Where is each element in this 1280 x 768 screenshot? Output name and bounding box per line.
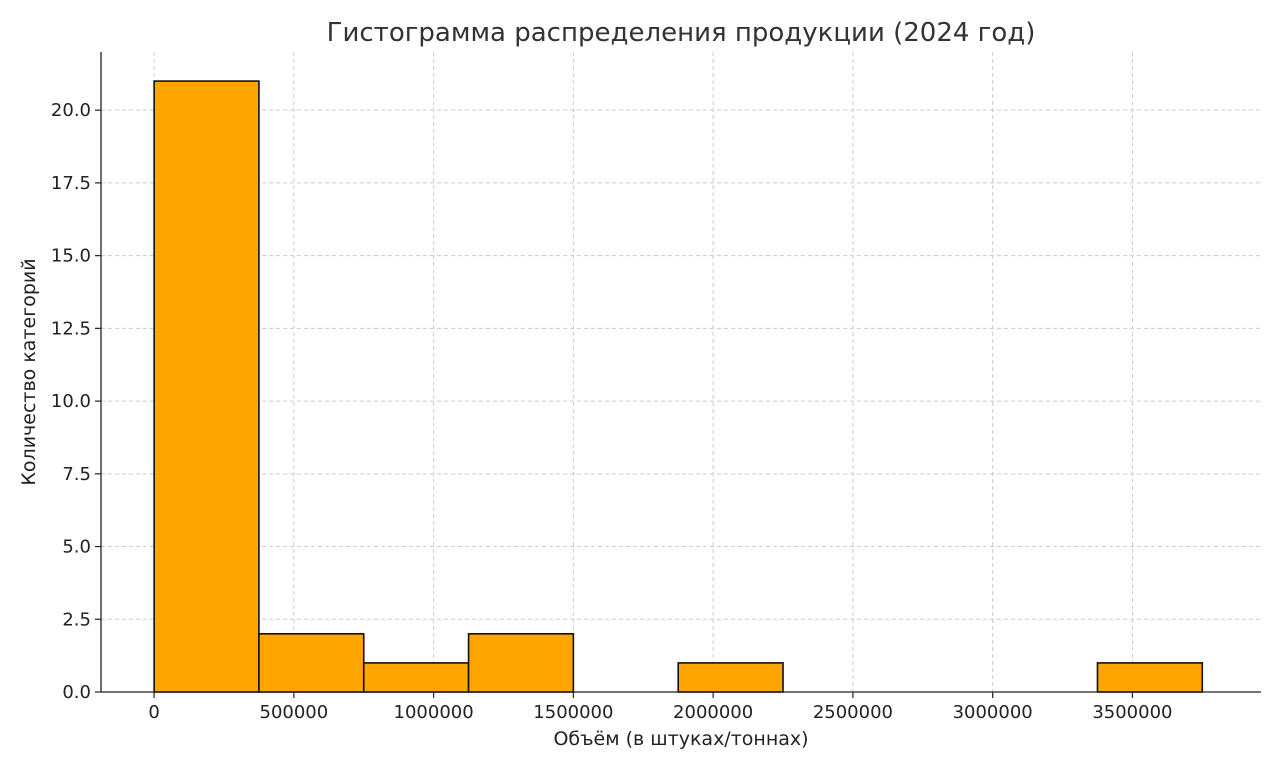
histogram-bar	[1096, 662, 1204, 693]
x-tick-label: 3000000	[953, 702, 1033, 723]
histogram-bar	[362, 662, 470, 693]
bars	[153, 80, 1204, 693]
x-tick-label: 2000000	[673, 702, 753, 723]
chart-title: Гистограмма распределения продукции (202…	[327, 18, 1036, 48]
histogram-bar	[677, 662, 784, 693]
y-tick-label: 2.5	[62, 609, 91, 630]
y-tick-label: 5.0	[62, 537, 91, 558]
y-axis-label: Количество категорий	[18, 258, 40, 485]
x-tick-label: 2500000	[813, 702, 893, 723]
y-axis-ticks: 0.0 2.5 5.0 7.5 10.0 12.5 15.0 17.5 20.0	[51, 100, 101, 703]
x-tick-label: 1500000	[533, 702, 613, 723]
x-axis-ticks: 0 500000 1000000 1500000 2000000 2500000 30000…	[148, 692, 1173, 723]
x-tick-label: 3500000	[1092, 702, 1172, 723]
histogram-bar	[258, 633, 365, 693]
y-tick-label: 7.5	[62, 464, 91, 485]
axes	[100, 52, 1261, 693]
y-tick-label: 12.5	[51, 318, 91, 339]
x-tick-label: 500000	[260, 702, 329, 723]
y-tick-label: 15.0	[51, 246, 91, 267]
y-tick-label: 20.0	[51, 100, 91, 121]
y-tick-label: 17.5	[51, 173, 91, 194]
y-tick-label: 10.0	[51, 391, 91, 412]
x-tick-label: 1000000	[394, 702, 474, 723]
histogram-bar	[467, 633, 575, 693]
x-axis-label: Объём (в штуках/тоннах)	[553, 728, 808, 750]
y-tick-label: 0.0	[62, 682, 91, 703]
x-tick-label: 0	[148, 702, 159, 723]
grid	[101, 52, 1261, 693]
histogram-bar	[153, 80, 260, 693]
